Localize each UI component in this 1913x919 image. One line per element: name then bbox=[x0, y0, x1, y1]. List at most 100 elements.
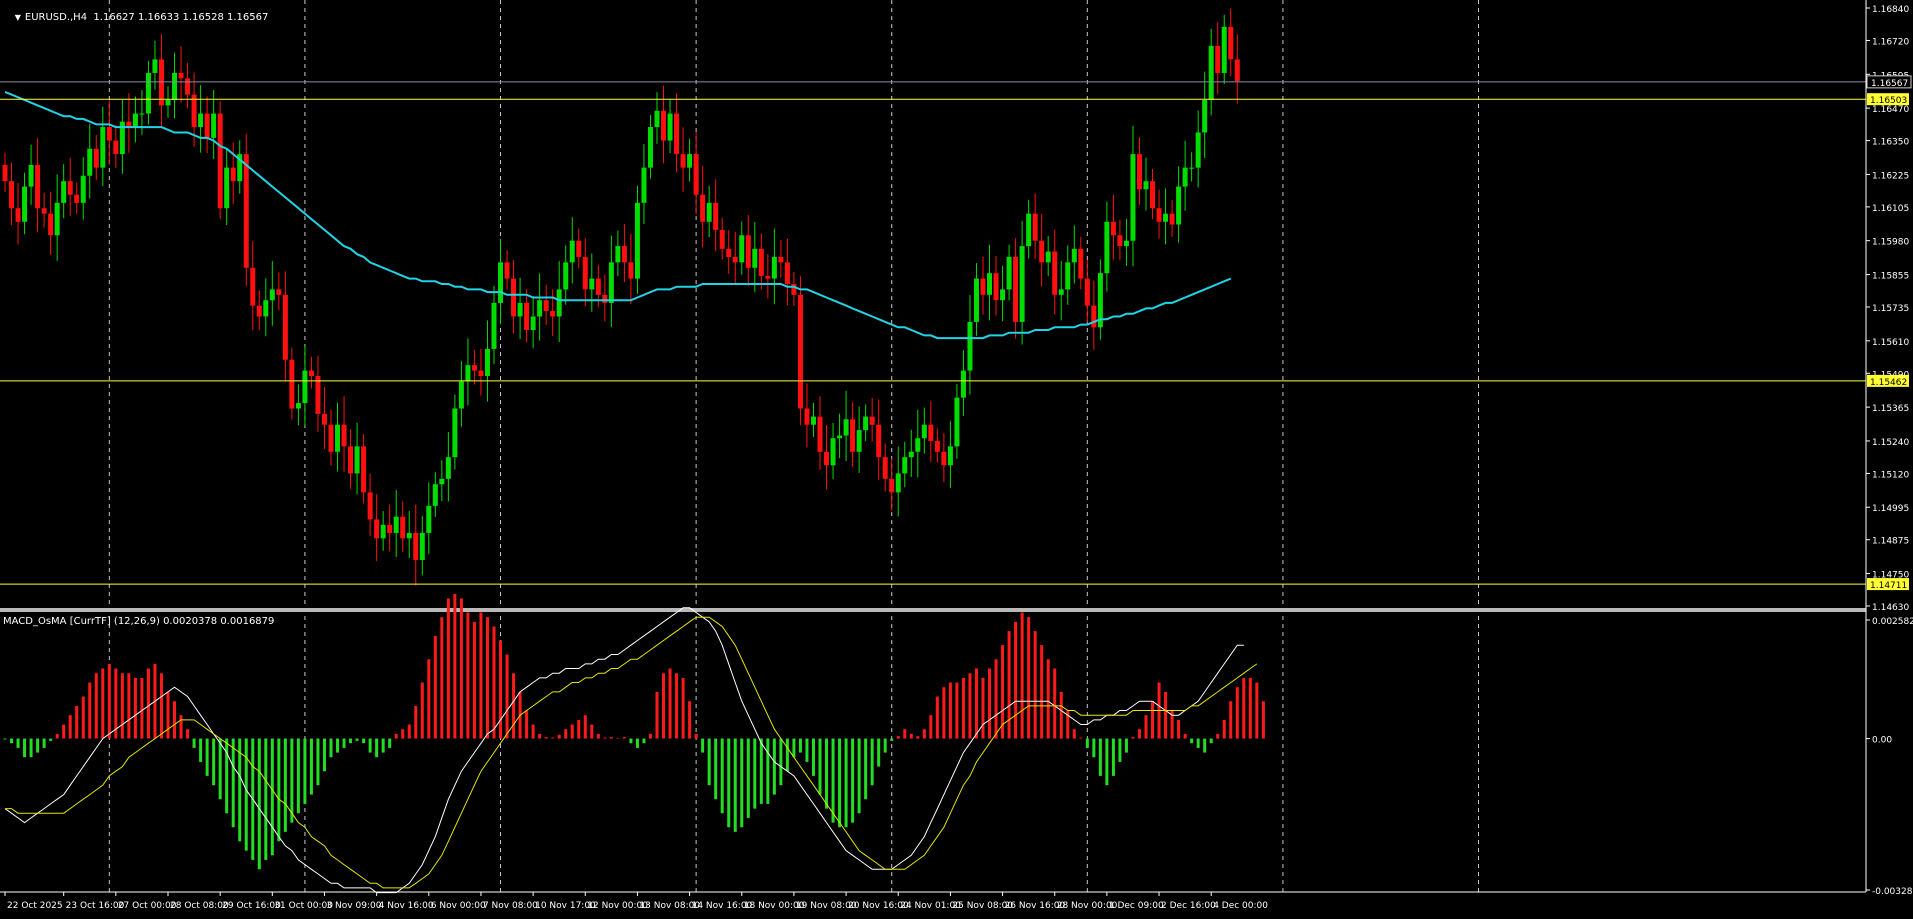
candle-body bbox=[165, 100, 171, 106]
candle bbox=[341, 396, 347, 472]
candle-body bbox=[1110, 221, 1116, 236]
candle bbox=[980, 256, 986, 315]
candle bbox=[661, 85, 667, 164]
candle-body bbox=[973, 278, 979, 322]
candle-body bbox=[302, 370, 308, 404]
candle-body bbox=[1150, 181, 1156, 209]
candle-body bbox=[537, 300, 543, 317]
time-tick-label: 18 Nov 00:00 bbox=[744, 901, 805, 911]
candle-body bbox=[960, 370, 966, 398]
price-tick-label: 1.15365 bbox=[1872, 404, 1909, 414]
candle bbox=[426, 482, 432, 555]
candle bbox=[126, 93, 132, 153]
candle bbox=[621, 224, 627, 283]
candle bbox=[361, 434, 367, 504]
candle-body bbox=[543, 300, 549, 312]
candle bbox=[745, 215, 751, 287]
candle-body bbox=[1071, 248, 1077, 263]
candle-body bbox=[863, 416, 869, 431]
candle bbox=[758, 233, 764, 290]
candle bbox=[22, 172, 28, 235]
candle bbox=[517, 277, 523, 340]
candle-body bbox=[921, 424, 927, 439]
candle-body bbox=[328, 424, 334, 452]
price-tick-label: 1.14750 bbox=[1872, 571, 1909, 581]
candle-body bbox=[1176, 186, 1182, 225]
candle-body bbox=[667, 113, 673, 141]
candle-body bbox=[647, 127, 653, 168]
candle bbox=[93, 134, 99, 181]
candle-body bbox=[211, 113, 217, 138]
candle-body bbox=[465, 365, 471, 382]
candle-body bbox=[758, 248, 764, 276]
candle-body bbox=[93, 148, 99, 168]
candle bbox=[647, 114, 653, 179]
candle bbox=[530, 296, 536, 349]
candle-body bbox=[1195, 132, 1201, 168]
candle-body bbox=[1234, 59, 1240, 82]
candle-body bbox=[185, 78, 191, 95]
candle-body bbox=[1045, 251, 1051, 263]
candle bbox=[308, 356, 314, 389]
time-tick-label: 6 Nov 00:00 bbox=[431, 901, 486, 911]
candle-body bbox=[491, 302, 497, 349]
candle-body bbox=[1019, 246, 1025, 322]
candle-body bbox=[126, 121, 132, 128]
candle bbox=[445, 432, 451, 502]
candle bbox=[1110, 194, 1116, 260]
candle-body bbox=[967, 321, 973, 371]
candle bbox=[563, 245, 569, 305]
candle bbox=[504, 250, 510, 290]
indicator-label: MACD_OsMA [CurrTF] (12,26,9) 0.0020378 0… bbox=[3, 616, 275, 627]
candle-body bbox=[889, 478, 895, 493]
candle-body bbox=[1065, 262, 1071, 290]
candle bbox=[185, 62, 191, 109]
candle-body bbox=[400, 516, 406, 539]
candle-body bbox=[706, 202, 712, 222]
candle bbox=[732, 231, 738, 286]
candle bbox=[1039, 213, 1045, 287]
candle-body bbox=[145, 72, 151, 114]
candle bbox=[243, 133, 249, 287]
price-tick-label: 1.16840 bbox=[1872, 5, 1909, 15]
candle bbox=[419, 515, 425, 576]
candle-body bbox=[335, 424, 341, 452]
time-tick-label: 13 Nov 08:00 bbox=[639, 901, 700, 911]
candle-body bbox=[928, 424, 934, 441]
candle bbox=[641, 144, 647, 225]
price-tick-label: 1.15240 bbox=[1872, 438, 1909, 448]
candle-body bbox=[426, 505, 432, 533]
candle-body bbox=[915, 438, 921, 452]
candle-body bbox=[1163, 213, 1169, 222]
candle-body bbox=[752, 248, 758, 268]
candle-body bbox=[876, 424, 882, 458]
candle bbox=[921, 407, 927, 454]
candle-body bbox=[641, 167, 647, 203]
candle bbox=[439, 460, 445, 502]
candle bbox=[947, 421, 953, 488]
candle bbox=[1091, 280, 1097, 350]
candle-body bbox=[1189, 167, 1195, 169]
candle bbox=[876, 399, 882, 480]
candle-body bbox=[824, 451, 830, 466]
candle-body bbox=[1104, 221, 1110, 274]
candle bbox=[158, 34, 164, 129]
panel-separator bbox=[0, 608, 1866, 612]
candle bbox=[889, 458, 895, 511]
candle-body bbox=[61, 181, 67, 203]
candle-body bbox=[713, 202, 719, 230]
time-tick-label: 28 Nov 00:00 bbox=[1057, 901, 1118, 911]
candle bbox=[1221, 14, 1227, 84]
triangle-down-icon[interactable]: ▼ bbox=[14, 13, 21, 22]
candle-body bbox=[139, 113, 145, 115]
candle bbox=[882, 443, 888, 492]
candle-body bbox=[432, 484, 438, 506]
candle bbox=[569, 217, 575, 284]
candle-body bbox=[439, 478, 445, 485]
candle bbox=[667, 99, 673, 154]
price-tick-label: 1.15855 bbox=[1872, 272, 1909, 282]
candle bbox=[413, 504, 419, 586]
time-tick-label: 14 Nov 16:00 bbox=[692, 901, 753, 911]
